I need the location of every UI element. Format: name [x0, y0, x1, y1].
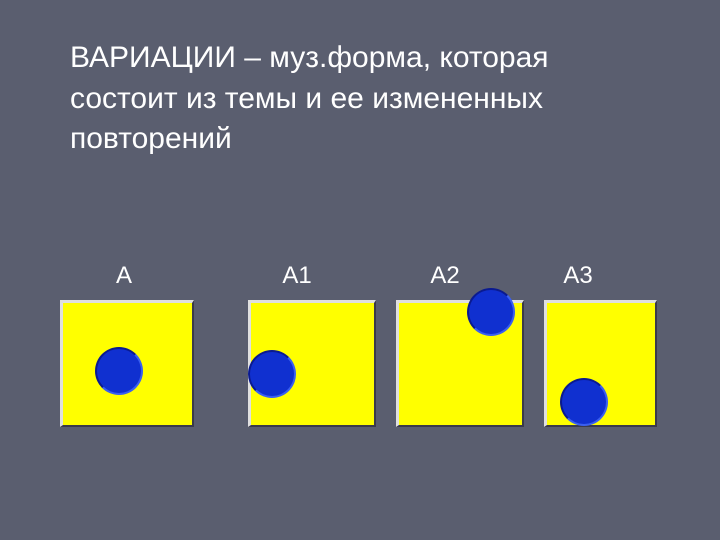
slide-title: ВАРИАЦИИ – муз.форма, которая состоит из… — [70, 38, 660, 160]
variation-label: А1 — [282, 262, 311, 290]
labels-row: А А1 А2 А3 — [0, 262, 720, 292]
variation-circle — [95, 347, 143, 395]
variation-label: А3 — [563, 262, 592, 290]
variation-label: А2 — [430, 262, 459, 290]
variations-row — [0, 300, 720, 440]
variation-circle — [467, 288, 515, 336]
variation-label: А — [116, 262, 132, 290]
variation-circle — [248, 350, 296, 398]
variation-circle — [560, 378, 608, 426]
